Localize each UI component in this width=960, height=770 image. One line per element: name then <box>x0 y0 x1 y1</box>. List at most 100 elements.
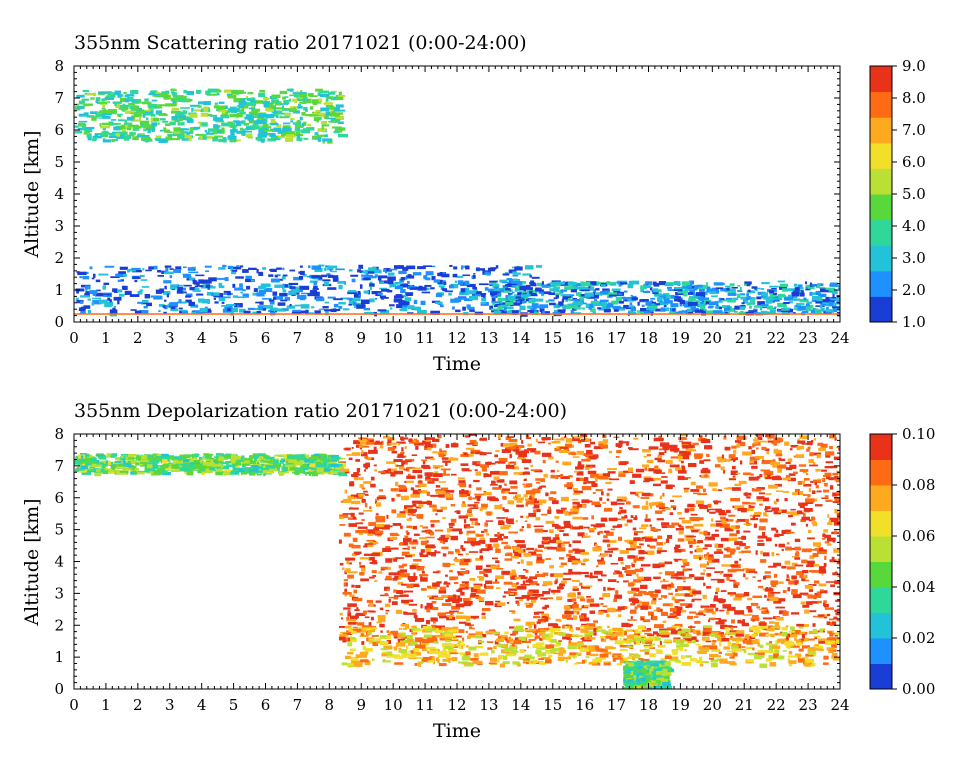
data-cell <box>821 537 826 540</box>
data-cell <box>89 466 96 469</box>
data-cell <box>456 510 461 515</box>
data-cell <box>262 298 272 300</box>
data-cell <box>756 496 765 499</box>
data-cell <box>299 116 303 121</box>
data-cell <box>659 495 663 500</box>
data-cell <box>674 599 680 604</box>
data-cell <box>505 306 514 310</box>
data-cell <box>678 310 687 313</box>
data-cell <box>468 484 472 488</box>
data-cell <box>284 137 294 142</box>
x-tick-label: 13 <box>479 329 498 347</box>
data-cell <box>178 459 182 462</box>
data-cell <box>134 468 139 471</box>
data-cell <box>652 281 657 286</box>
depolarization-ratio-panel: 355nm Depolarization ratio 20171021 (0:0… <box>21 400 935 742</box>
data-cell <box>521 284 526 287</box>
data-cell <box>306 462 309 467</box>
data-cell <box>425 476 431 481</box>
data-cell <box>495 600 501 603</box>
data-cell <box>719 572 723 575</box>
data-cell <box>273 463 282 468</box>
data-cell <box>465 447 475 450</box>
data-cell <box>464 435 470 438</box>
data-cell <box>369 281 373 285</box>
data-cell <box>794 552 800 557</box>
data-cell <box>633 531 638 536</box>
data-cell <box>141 299 149 303</box>
data-cell <box>750 290 756 294</box>
data-cell <box>492 302 496 306</box>
data-cell <box>560 289 568 292</box>
data-cell <box>396 513 406 518</box>
data-cell <box>385 545 391 549</box>
data-cell <box>80 295 90 298</box>
data-cell <box>674 287 683 290</box>
data-cell <box>92 297 102 300</box>
data-cell <box>705 310 716 314</box>
data-cell <box>343 532 351 537</box>
data-cell <box>437 272 441 277</box>
data-cell <box>74 460 83 465</box>
data-cell <box>448 522 455 526</box>
data-cell <box>507 295 517 300</box>
data-cell <box>639 299 649 302</box>
data-cell <box>502 273 510 276</box>
data-cell <box>503 591 511 594</box>
data-cell <box>771 552 775 557</box>
data-cell <box>107 297 111 301</box>
data-cell <box>122 103 126 106</box>
data-cell <box>221 127 225 131</box>
data-cell <box>561 580 567 584</box>
data-cell <box>554 534 560 538</box>
data-cell <box>770 299 774 301</box>
data-cell <box>158 304 165 307</box>
data-cell <box>574 298 584 304</box>
data-cell <box>696 545 700 548</box>
data-cell <box>776 498 779 502</box>
data-cell <box>399 511 406 516</box>
data-cell <box>419 525 423 527</box>
data-cell <box>311 471 318 477</box>
data-cell <box>796 571 804 576</box>
data-cell <box>222 465 230 470</box>
data-cell <box>249 466 254 470</box>
data-cell <box>471 291 480 296</box>
data-cell <box>256 268 259 274</box>
data-cell <box>793 298 800 301</box>
data-cell <box>240 457 244 461</box>
data-cell <box>397 638 406 641</box>
data-cell <box>163 127 167 131</box>
data-cell <box>104 301 114 307</box>
data-cell <box>774 306 777 309</box>
data-cell <box>338 91 342 96</box>
data-cell <box>774 581 784 585</box>
data-cell <box>198 465 207 470</box>
data-cell <box>358 264 364 269</box>
data-cell <box>640 564 651 567</box>
data-cell <box>673 311 682 315</box>
data-cell <box>475 471 482 476</box>
data-cell <box>221 305 229 307</box>
data-cell <box>476 291 482 296</box>
data-cell <box>245 133 253 138</box>
data-cell <box>687 540 696 545</box>
data-cell <box>736 443 741 448</box>
data-cell <box>445 599 450 603</box>
data-cell <box>284 297 291 301</box>
data-cell <box>749 297 755 300</box>
data-cell <box>294 99 298 104</box>
layer-mixed-layer <box>489 280 840 317</box>
data-cell <box>138 455 148 460</box>
data-cell <box>235 468 239 471</box>
data-cell <box>104 294 107 297</box>
x-tick-label: 3 <box>165 329 175 347</box>
data-cell <box>815 300 823 304</box>
data-cell <box>746 302 752 306</box>
data-cell <box>383 268 391 272</box>
data-cell <box>299 101 307 104</box>
data-cell <box>577 440 582 444</box>
data-cell <box>600 602 604 606</box>
data-cell <box>253 123 259 126</box>
data-cell <box>215 120 225 123</box>
